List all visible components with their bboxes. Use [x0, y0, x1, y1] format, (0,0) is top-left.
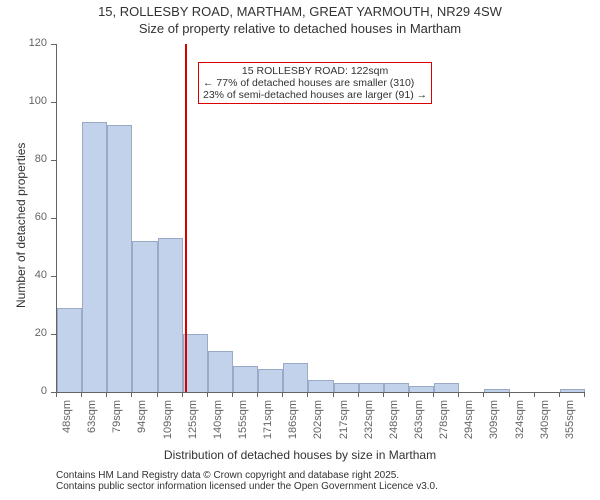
annotation-line: 23% of semi-detached houses are larger (…	[203, 89, 427, 101]
x-tick	[131, 392, 132, 397]
x-tick	[333, 392, 334, 397]
histogram-bar	[334, 383, 359, 392]
x-tick-label: 171sqm	[262, 400, 274, 455]
histogram-bar	[233, 366, 258, 392]
x-tick	[81, 392, 82, 397]
y-tick-label: 0	[0, 385, 47, 397]
x-tick	[207, 392, 208, 397]
x-tick-label: 202sqm	[312, 400, 324, 455]
annotation-line: ← 77% of detached houses are smaller (31…	[203, 77, 427, 89]
histogram-bar	[560, 389, 585, 392]
reference-line	[185, 44, 187, 392]
x-tick	[257, 392, 258, 397]
x-tick-label: 294sqm	[463, 400, 475, 455]
x-tick-label: 79sqm	[111, 400, 123, 455]
x-tick-label: 94sqm	[136, 400, 148, 455]
histogram-bar	[258, 369, 283, 392]
y-tick	[51, 334, 56, 335]
histogram-bar	[359, 383, 384, 392]
histogram-bar	[82, 122, 107, 392]
x-tick-label: 125sqm	[187, 400, 199, 455]
x-tick-label: 232sqm	[363, 400, 375, 455]
y-tick	[51, 44, 56, 45]
x-axis-label: Distribution of detached houses by size …	[0, 448, 600, 462]
histogram-bar	[208, 351, 233, 392]
x-tick-label: 140sqm	[212, 400, 224, 455]
x-tick-label: 63sqm	[86, 400, 98, 455]
y-tick-label: 100	[0, 95, 47, 107]
x-tick	[559, 392, 560, 397]
x-tick	[232, 392, 233, 397]
x-tick	[383, 392, 384, 397]
histogram-bar	[434, 383, 459, 392]
histogram-bar	[283, 363, 308, 392]
x-tick	[56, 392, 57, 397]
x-tick	[458, 392, 459, 397]
histogram-bar	[484, 389, 509, 392]
x-tick-label: 278sqm	[438, 400, 450, 455]
histogram-bar	[384, 383, 409, 392]
x-tick	[157, 392, 158, 397]
histogram-bar	[158, 238, 183, 392]
y-tick	[51, 276, 56, 277]
x-tick-label: 186sqm	[287, 400, 299, 455]
annotation-box: 15 ROLLESBY ROAD: 122sqm← 77% of detache…	[198, 62, 432, 104]
x-tick	[433, 392, 434, 397]
x-tick-label: 48sqm	[61, 400, 73, 455]
annotation-line: 15 ROLLESBY ROAD: 122sqm	[203, 65, 427, 77]
histogram-bar	[57, 308, 82, 392]
x-tick-label: 155sqm	[237, 400, 249, 455]
x-tick-label: 248sqm	[388, 400, 400, 455]
x-tick	[307, 392, 308, 397]
y-tick	[51, 102, 56, 103]
x-tick-label: 340sqm	[539, 400, 551, 455]
chart-title-line2: Size of property relative to detached ho…	[0, 21, 600, 36]
histogram-bar	[132, 241, 157, 392]
y-tick-label: 120	[0, 37, 47, 49]
credits-text: Contains HM Land Registry data © Crown c…	[56, 470, 438, 492]
x-tick	[584, 392, 585, 397]
x-tick	[408, 392, 409, 397]
y-tick	[51, 218, 56, 219]
x-tick-label: 309sqm	[488, 400, 500, 455]
x-tick-label: 324sqm	[514, 400, 526, 455]
x-tick	[106, 392, 107, 397]
chart-title-line1: 15, ROLLESBY ROAD, MARTHAM, GREAT YARMOU…	[0, 4, 600, 19]
x-tick	[358, 392, 359, 397]
x-tick-label: 355sqm	[564, 400, 576, 455]
histogram-bar	[409, 386, 434, 392]
x-tick	[509, 392, 510, 397]
x-tick	[282, 392, 283, 397]
histogram-bar	[107, 125, 132, 392]
x-tick-label: 217sqm	[338, 400, 350, 455]
y-axis-label: Number of detached properties	[14, 143, 28, 308]
x-tick	[182, 392, 183, 397]
x-tick	[534, 392, 535, 397]
y-tick-label: 20	[0, 327, 47, 339]
y-tick	[51, 160, 56, 161]
x-tick-label: 109sqm	[162, 400, 174, 455]
x-tick-label: 263sqm	[413, 400, 425, 455]
histogram-bar	[308, 380, 333, 392]
x-tick	[483, 392, 484, 397]
